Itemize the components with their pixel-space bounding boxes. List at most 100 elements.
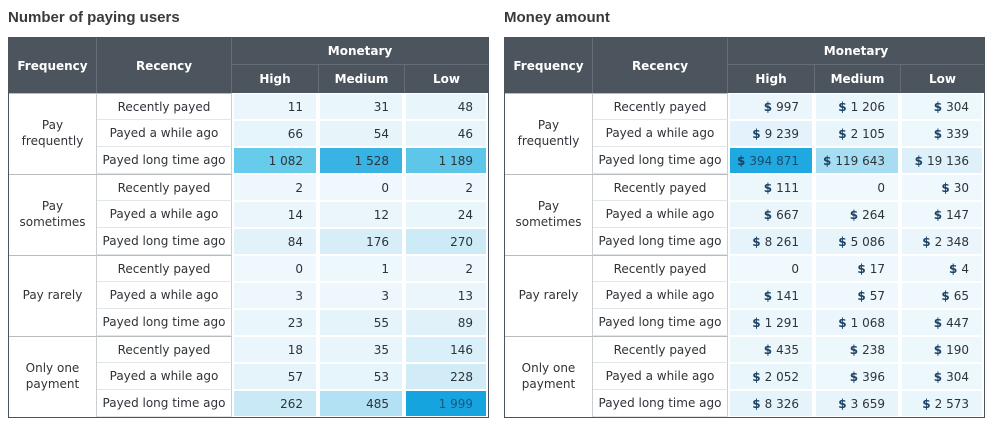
heatmap-cell: $304 — [900, 93, 984, 120]
header-recency: Recency — [593, 38, 728, 93]
frequency-cell: Pay frequently — [9, 93, 97, 174]
heatmap-cell: $2 573 — [900, 390, 984, 417]
money-table-title: Money amount — [504, 9, 610, 26]
heatmap-cell: $339 — [900, 120, 984, 147]
rfm-report: Number of paying users Frequency Recency… — [8, 8, 985, 418]
heatmap-cell: $1 068 — [814, 309, 900, 336]
money-table-section: Money amount Frequency Recency Monetary … — [504, 8, 985, 418]
dollar-sign: $ — [922, 396, 931, 411]
table-row: Payed a while ago 66 54 46 — [9, 120, 488, 147]
heatmap-cell: 3 — [232, 282, 318, 309]
dollar-sign: $ — [933, 99, 943, 114]
table-row: Payed long time ago 23 55 89 — [9, 309, 488, 336]
dollar-sign: $ — [752, 126, 761, 141]
table-row: Payed long time ago 262 485 1 999 — [9, 390, 488, 417]
heatmap-cell: 1 — [318, 255, 404, 282]
dollar-sign: $ — [763, 288, 773, 303]
table-row: Payed a while ago $9 239 $2 105 $339 — [505, 120, 984, 147]
dollar-sign: $ — [941, 288, 950, 303]
recency-cell: Payed long time ago — [593, 390, 728, 417]
dollar-sign: $ — [941, 180, 950, 195]
dollar-sign: $ — [949, 261, 958, 276]
header-monetary: Monetary — [232, 38, 488, 65]
heatmap-cell: 176 — [318, 228, 404, 255]
frequency-cell: Only one payment — [505, 336, 593, 417]
heatmap-cell: $17 — [814, 255, 900, 282]
table-row: Payed long time ago $394 871 $119 643 $19 1… — [505, 147, 984, 174]
heatmap-cell: 146 — [404, 336, 488, 363]
heatmap-cell: 228 — [404, 363, 488, 390]
recency-cell: Recently payed — [593, 174, 728, 201]
dollar-sign: $ — [933, 207, 943, 222]
heatmap-cell: $435 — [728, 336, 814, 363]
dollar-sign: $ — [763, 180, 773, 195]
header-recency: Recency — [97, 38, 232, 93]
header-monetary: Monetary — [728, 38, 984, 65]
heatmap-cell: 2 — [404, 255, 488, 282]
table-row: Payed long time ago 84 176 270 — [9, 228, 488, 255]
heatmap-cell: 12 — [318, 201, 404, 228]
dollar-sign: $ — [838, 99, 847, 114]
heatmap-cell: 48 — [404, 93, 488, 120]
dollar-sign: $ — [857, 288, 866, 303]
header-frequency: Frequency — [505, 38, 593, 93]
heatmap-cell: 24 — [404, 201, 488, 228]
header-row-levels: High Medium Low — [505, 65, 984, 93]
dollar-sign: $ — [763, 207, 773, 222]
heatmap-cell: $667 — [728, 201, 814, 228]
heatmap-cell: 53 — [318, 363, 404, 390]
dollar-sign: $ — [763, 99, 773, 114]
heatmap-cell: $8 261 — [728, 228, 814, 255]
frequency-cell: Pay frequently — [505, 93, 593, 174]
heatmap-cell: $141 — [728, 282, 814, 309]
header-medium: Medium — [814, 65, 900, 93]
dollar-sign: $ — [838, 234, 847, 249]
users-table-body: Pay frequently Recently payed 11 31 48 Payed … — [9, 93, 488, 417]
heatmap-cell: 89 — [404, 309, 488, 336]
users-table-title: Number of paying users — [8, 9, 180, 26]
heatmap-cell: $2 105 — [814, 120, 900, 147]
table-row: Payed long time ago $8 326 $3 659 $2 573 — [505, 390, 984, 417]
dollar-sign: $ — [752, 396, 761, 411]
table-row: Pay rarely Recently payed 0 1 2 — [9, 255, 488, 336]
dollar-sign: $ — [823, 153, 832, 168]
table-row: Payed a while ago 57 53 228 — [9, 363, 488, 390]
recency-cell: Recently payed — [97, 336, 232, 363]
heatmap-cell: $2 348 — [900, 228, 984, 255]
header-row-top: Frequency Recency Monetary — [505, 38, 984, 93]
heatmap-cell: 1 528 — [318, 147, 404, 174]
heatmap-cell: 1 082 — [232, 147, 318, 174]
table-row: Payed a while ago 14 12 24 — [9, 201, 488, 228]
recency-cell: Payed a while ago — [97, 201, 232, 228]
recency-cell: Recently payed — [593, 255, 728, 282]
recency-cell: Recently payed — [97, 93, 232, 120]
header-low: Low — [900, 65, 984, 93]
header-high: High — [728, 65, 814, 93]
heatmap-cell: $238 — [814, 336, 900, 363]
heatmap-cell: $264 — [814, 201, 900, 228]
frequency-cell: Pay rarely — [9, 255, 97, 336]
recency-cell: Recently payed — [593, 336, 728, 363]
table-row: Pay sometimes Recently payed $111 0 $30 — [505, 174, 984, 255]
table-row: Payed a while ago $2 052 $396 $304 — [505, 363, 984, 390]
table-row: Payed a while ago 3 3 13 — [9, 282, 488, 309]
recency-cell: Payed a while ago — [97, 363, 232, 390]
heatmap-cell: 3 — [318, 282, 404, 309]
recency-cell: Payed long time ago — [97, 147, 232, 174]
heatmap-cell: 0 — [318, 174, 404, 201]
table-row: Pay frequently Recently payed 11 31 48 — [9, 93, 488, 174]
table-row: Pay frequently Recently payed $997 $1 206 $3… — [505, 93, 984, 174]
recency-cell: Payed long time ago — [97, 228, 232, 255]
heatmap-cell: $2 052 — [728, 363, 814, 390]
heatmap-cell: 11 — [232, 93, 318, 120]
table-row: Pay rarely Recently payed 0 $17 $4 — [505, 255, 984, 336]
heatmap-cell: $65 — [900, 282, 984, 309]
heatmap-cell: 485 — [318, 390, 404, 417]
recency-cell: Recently payed — [593, 93, 728, 120]
heatmap-cell: $304 — [900, 363, 984, 390]
heatmap-cell: 13 — [404, 282, 488, 309]
users-table-header: Frequency Recency Monetary High Medium L… — [9, 38, 488, 93]
heatmap-cell: $447 — [900, 309, 984, 336]
table-row: Payed long time ago $8 261 $5 086 $2 348 — [505, 228, 984, 255]
heatmap-cell: $119 643 — [814, 147, 900, 174]
